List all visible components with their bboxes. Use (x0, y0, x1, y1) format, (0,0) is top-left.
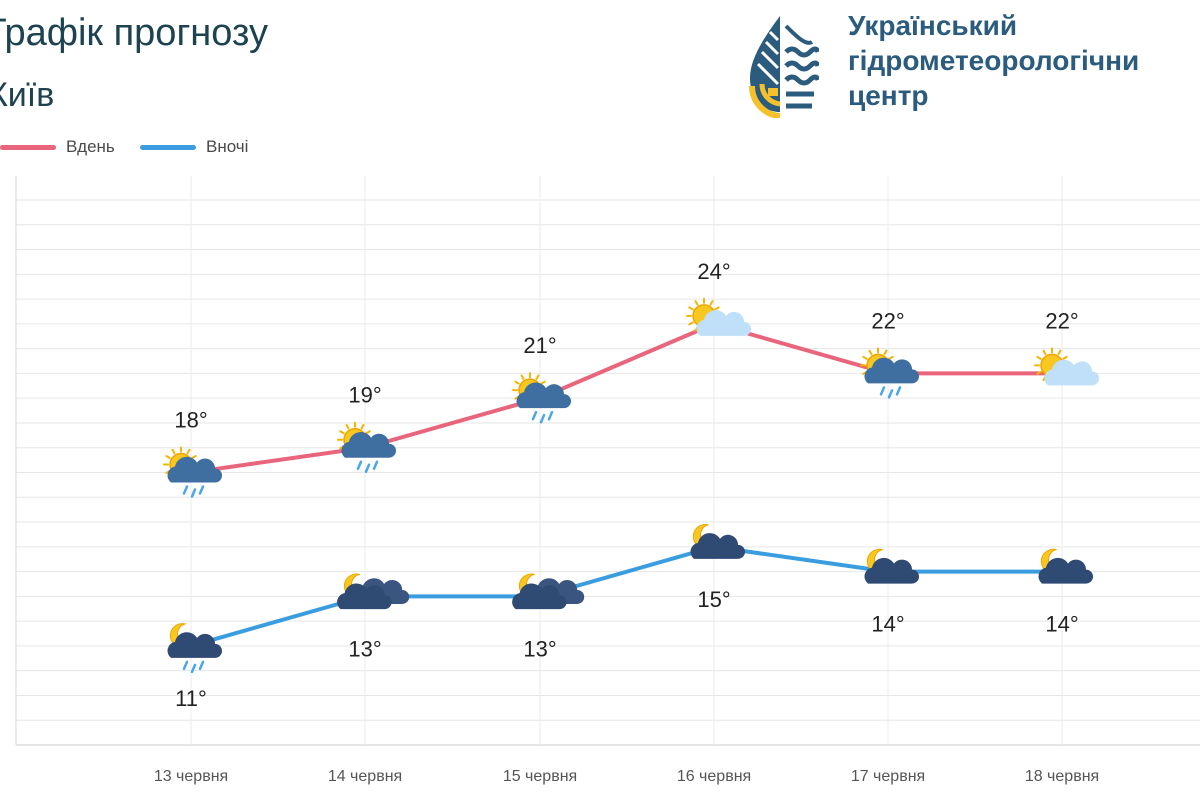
legend-swatch-night (140, 144, 196, 150)
chart-title: Графік прогнозу (0, 12, 268, 54)
night-temp-label: 14° (1045, 612, 1078, 637)
legend-label-day: Вдень (66, 137, 115, 156)
org-line-2: гідрометеорологічни (848, 45, 1140, 76)
night-temp-label: 14° (871, 612, 904, 637)
x-tick-label: 16 червня (677, 768, 751, 785)
day-temp-label: 24° (697, 259, 730, 284)
legend-item-night[interactable]: Вночі (140, 137, 248, 157)
sun-cloud-rain-icon (512, 372, 572, 424)
sun-cloud-rain-icon (860, 347, 920, 399)
sun-cloud-rain-icon (337, 421, 396, 473)
day-temp-label: 22° (1045, 308, 1078, 333)
night-temp-label: 13° (348, 636, 381, 661)
x-tick-label: 14 червня (328, 768, 402, 785)
day-temp-label: 21° (523, 333, 556, 358)
x-tick-label: 13 червня (154, 768, 228, 785)
sun-cloud-icon (686, 297, 752, 336)
forecast-chart: 13 червня 14 червня 15 червня 16 червня 17 ч… (15, 176, 1200, 785)
moon-clouds-icon (512, 573, 585, 610)
moon-cloud-icon (864, 548, 920, 584)
moon-cloud-icon (690, 524, 745, 559)
legend-item-day[interactable]: Вдень (0, 137, 115, 157)
org-line-1: Український (848, 10, 1018, 41)
moon-cloud-rain-icon (167, 623, 222, 674)
day-temp-label: 22° (871, 308, 904, 333)
x-tick-label: 18 червня (1025, 768, 1099, 785)
organization-name: Український гідрометеорологічни центр (848, 8, 1139, 113)
moon-clouds-icon (337, 573, 410, 610)
sun-cloud-rain-icon (163, 446, 222, 498)
hydromet-logo-icon (748, 16, 819, 118)
x-tick-label: 17 червня (851, 768, 925, 785)
day-temp-label: 19° (348, 383, 381, 408)
org-line-3: центр (848, 80, 929, 111)
sun-cloud-icon (1034, 347, 1099, 386)
night-temp-label: 13° (523, 636, 556, 661)
night-temp-label: 11° (175, 686, 207, 711)
city-name: Київ (0, 76, 55, 114)
night-series-line (189, 544, 1064, 648)
moon-cloud-icon (1038, 548, 1094, 584)
night-temp-label: 15° (697, 587, 730, 612)
day-temp-label: 18° (174, 408, 207, 433)
legend-label-night: Вночі (206, 137, 249, 156)
legend-swatch-day (0, 144, 56, 150)
x-tick-label: 15 червня (503, 768, 577, 785)
